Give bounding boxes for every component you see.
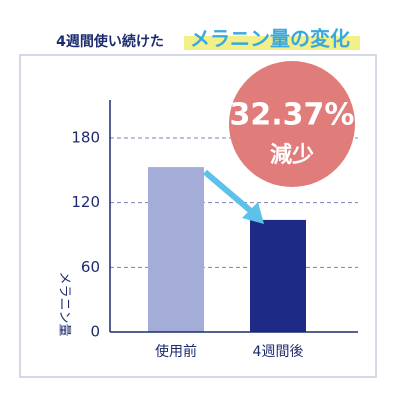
arrow — [203, 169, 254, 215]
arrow-head — [242, 202, 264, 224]
bar — [250, 219, 306, 332]
x-tick-label: 使用前 — [155, 343, 197, 360]
highlight — [184, 36, 360, 50]
frame — [19, 54, 377, 378]
y-tick-label: 180 — [71, 129, 100, 147]
y-tick-label: 0 — [90, 323, 100, 341]
badge — [229, 61, 355, 187]
y-tick-label: 120 — [71, 193, 100, 211]
y-axis-label: メラニン量 — [57, 271, 72, 336]
x-tick-label: 4週間後 — [253, 344, 304, 360]
annotation-value: 32.37% — [230, 98, 355, 133]
chart-title-highlight: メラニン量の変化 — [190, 27, 350, 51]
annotation-label: 減少 — [270, 143, 314, 168]
bar — [148, 167, 204, 332]
chart-title: 4週間使い続けた — [56, 33, 164, 50]
y-tick-label: 60 — [81, 258, 100, 276]
